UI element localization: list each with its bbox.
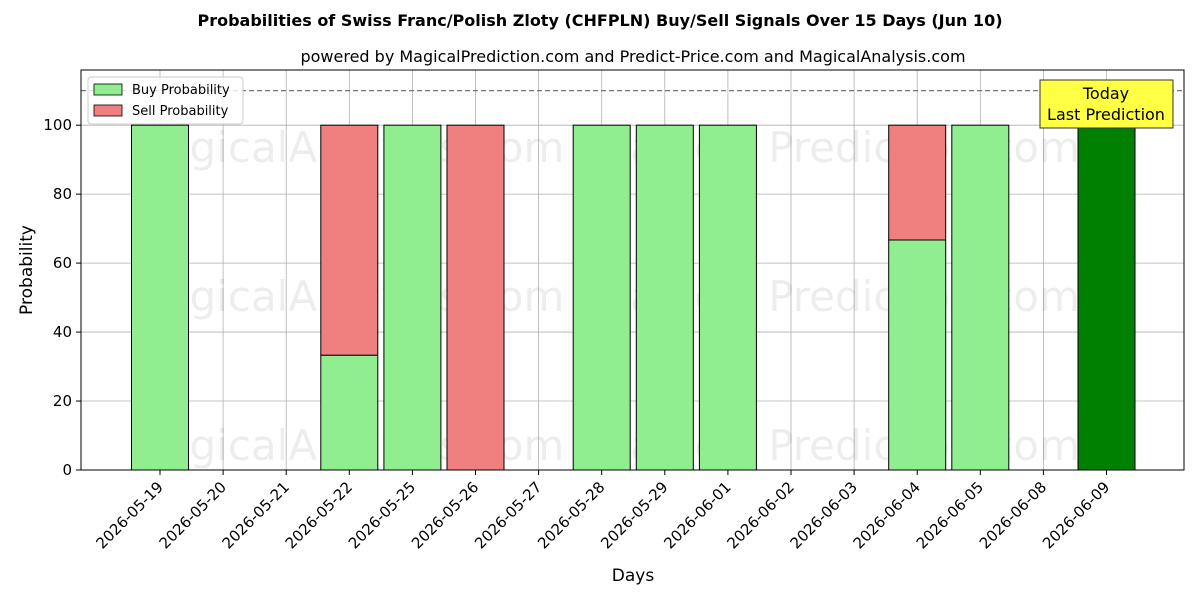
buy-bar bbox=[572, 124, 631, 471]
buy-bar bbox=[635, 124, 694, 471]
x-tick-label: 2026-05-21 bbox=[219, 478, 293, 552]
buy-bar bbox=[698, 124, 757, 471]
x-tick-label: 2026-05-19 bbox=[92, 478, 166, 552]
x-tick-label: 2026-06-08 bbox=[976, 478, 1050, 552]
annotation-line-2: Last Prediction bbox=[1047, 105, 1165, 124]
legend: Buy Probability Sell Probability bbox=[87, 76, 244, 125]
chart-title: Probabilities of Swiss Franc/Polish Zlot… bbox=[197, 11, 1002, 30]
y-tick-label: 80 bbox=[53, 185, 72, 203]
legend-label-buy: Buy Probability bbox=[132, 83, 230, 98]
x-tick-label: 2026-06-01 bbox=[660, 478, 734, 552]
legend-label-sell: Sell Probability bbox=[132, 104, 229, 119]
sell-bar bbox=[888, 124, 947, 241]
y-tick-label: 20 bbox=[53, 392, 72, 410]
y-tick-label: 40 bbox=[53, 323, 72, 341]
x-tick-label: 2026-05-26 bbox=[408, 478, 482, 552]
y-tick-label: 100 bbox=[43, 116, 72, 134]
y-axis-ticks: 0 20 40 60 80 100 bbox=[43, 116, 81, 479]
x-tick-label: 2026-05-25 bbox=[345, 478, 419, 552]
buy-bar bbox=[951, 124, 1010, 471]
x-tick-label: 2026-06-02 bbox=[723, 478, 797, 552]
x-tick-label: 2026-05-27 bbox=[471, 478, 545, 552]
bars bbox=[131, 124, 1136, 471]
legend-swatch-buy bbox=[93, 83, 123, 96]
buy-bar bbox=[383, 124, 442, 471]
annotation-box bbox=[1039, 79, 1174, 129]
plot-frame bbox=[80, 69, 1185, 471]
x-tick-label: 2026-05-29 bbox=[597, 478, 671, 552]
x-tick-label: 2026-06-04 bbox=[850, 478, 924, 552]
y-axis-label: Probability bbox=[17, 225, 37, 315]
sell-bar bbox=[446, 124, 505, 471]
x-tick-label: 2026-05-22 bbox=[282, 478, 356, 552]
x-tick-label: 2026-06-09 bbox=[1039, 478, 1113, 552]
buy-bar bbox=[888, 239, 947, 471]
x-tick-label: 2026-06-05 bbox=[913, 478, 987, 552]
sell-bar bbox=[320, 124, 379, 356]
buy-bar bbox=[1077, 124, 1136, 471]
legend-box bbox=[87, 76, 244, 125]
annotation-line-1: Today bbox=[1082, 84, 1129, 103]
today-annotation: Today Last Prediction bbox=[1039, 79, 1174, 129]
y-tick-label: 0 bbox=[62, 461, 72, 479]
x-tick-label: 2026-05-28 bbox=[534, 478, 608, 552]
buy-bar bbox=[320, 354, 379, 471]
y-tick-label: 60 bbox=[53, 254, 72, 272]
legend-swatch-sell bbox=[93, 104, 123, 117]
x-axis-label: Days bbox=[612, 566, 655, 586]
buy-bar bbox=[131, 124, 189, 471]
x-tick-label: 2026-05-20 bbox=[156, 478, 230, 552]
x-tick-label: 2026-06-03 bbox=[787, 478, 861, 552]
x-axis-ticks: 2026-05-192026-05-202026-05-212026-05-22… bbox=[92, 470, 1113, 552]
chart-subtitle: powered by MagicalPrediction.com and Pre… bbox=[300, 47, 965, 66]
